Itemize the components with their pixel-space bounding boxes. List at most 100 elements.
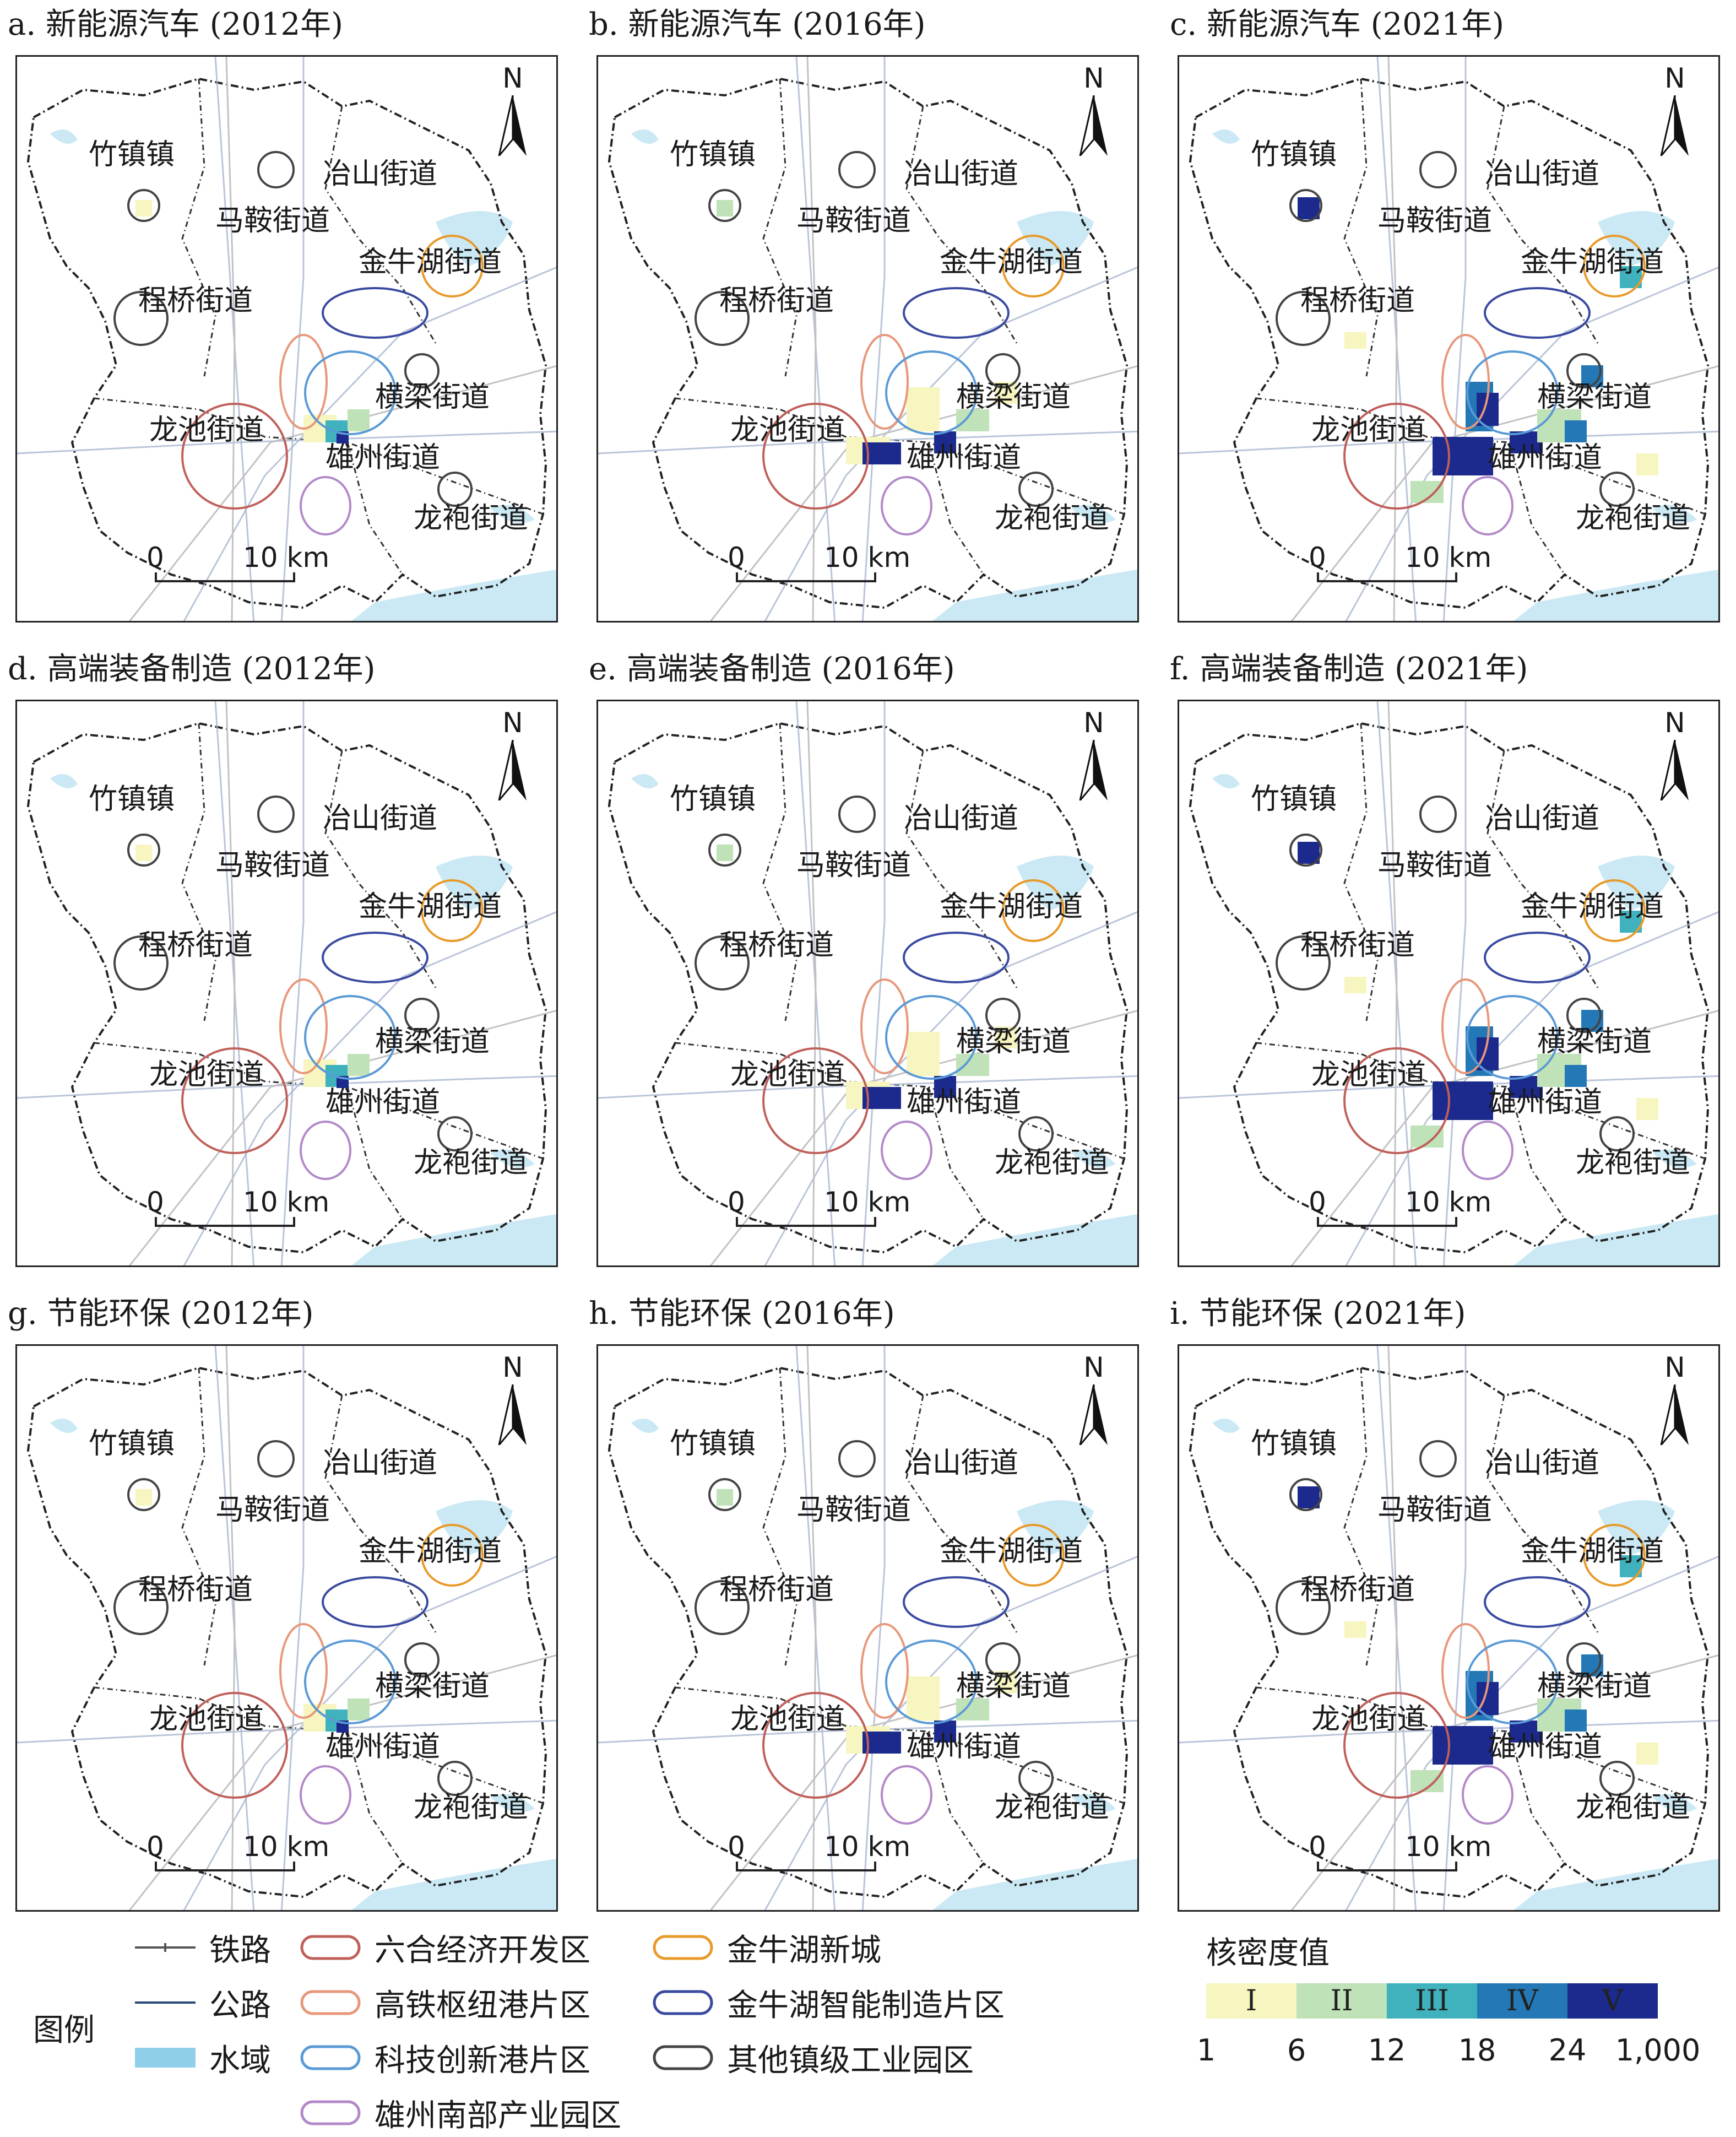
industrial-park-outline	[885, 995, 978, 1080]
industrial-park-outline	[903, 932, 1010, 983]
map-canvas	[17, 57, 556, 621]
place-label: 马鞍街道	[215, 849, 330, 882]
industrial-park-outline	[1419, 151, 1457, 188]
legend-item: 科技创新港片区	[297, 2038, 590, 2079]
industrial-park-outline	[762, 1047, 869, 1154]
place-label: 马鞍街道	[1377, 1494, 1493, 1527]
ellipse-symbol-icon	[650, 2041, 716, 2074]
place-label: 金牛湖街道	[1521, 1535, 1664, 1568]
ellipse-symbol-icon	[297, 1986, 364, 2019]
scale-zero-label: 0	[728, 542, 745, 574]
industrial-park-outline	[1002, 1524, 1065, 1587]
legend-title: 图例	[33, 2012, 95, 2048]
industrial-park-outline	[421, 235, 484, 297]
industrial-park-outline	[1343, 1692, 1450, 1799]
industrial-park-outline	[437, 1116, 473, 1151]
place-label: 竹镇镇	[670, 1427, 756, 1460]
water-body	[1598, 1500, 1675, 1555]
industrial-park-outline	[1018, 1116, 1054, 1151]
street-boundary	[762, 723, 798, 1021]
panel-title: e. 高端装备制造 (2016年)	[589, 651, 955, 687]
place-label: 冶山街道	[904, 1447, 1019, 1480]
map-canvas	[1179, 701, 1718, 1265]
road	[1442, 1346, 1467, 1910]
scale-bar: 0 10 km	[147, 1186, 329, 1236]
street-boundary	[762, 1367, 798, 1666]
district-boundary	[607, 77, 1129, 609]
industrial-park-outline	[421, 1524, 484, 1587]
density-tick-label: 24	[1548, 2033, 1587, 2068]
place-label: 冶山街道	[323, 802, 438, 835]
industrial-park-outline	[695, 1580, 750, 1635]
industrial-park-outline	[708, 1478, 741, 1511]
industrial-park-outline	[903, 1576, 1010, 1628]
industrial-park-outline	[881, 476, 932, 535]
north-arrow: N	[493, 1351, 532, 1445]
place-label: 龙袍街道	[1576, 502, 1691, 535]
place-label: 冶山街道	[1485, 158, 1600, 191]
water-body	[1653, 505, 1697, 523]
density-class-swatch: I	[1206, 1983, 1296, 2019]
industrial-park-outline	[437, 472, 473, 507]
industrial-park-outline	[1289, 834, 1322, 867]
place-label: 金牛湖街道	[1521, 890, 1664, 923]
legend: 图例 铁路 公路 水域 六合经济开发区 高铁枢纽港片区 科技创新港片区 雄州南部产业园区 金牛…	[0, 1917, 1157, 2134]
industrial-park-outline	[257, 1440, 295, 1478]
scale-distance-label: 10 km	[243, 1831, 330, 1863]
ellipse-symbol-icon	[297, 2041, 364, 2074]
place-label: 竹镇镇	[1251, 138, 1337, 171]
scale-zero-label: 0	[147, 1186, 164, 1218]
water-body	[351, 1214, 556, 1265]
place-label: 雄州街道	[907, 441, 1022, 474]
place-label: 横梁街道	[1537, 1670, 1652, 1703]
map-canvas	[1179, 57, 1718, 621]
place-label: 冶山街道	[1485, 802, 1600, 835]
road	[1179, 430, 1718, 455]
road	[795, 701, 836, 1265]
map-panel: f. 高端装备制造 (2021年) 竹镇镇 冶山街道 马鞍街道 金牛湖街道 程桥街道 横梁街…	[1168, 650, 1724, 1278]
place-label: 竹镇镇	[1251, 783, 1337, 816]
scale-zero-label: 0	[147, 542, 164, 574]
place-label: 竹镇镇	[670, 783, 756, 816]
density-cell	[1433, 437, 1493, 475]
scale-distance-label: 10 km	[243, 542, 330, 574]
density-cell	[907, 1676, 940, 1721]
place-label: 金牛湖街道	[359, 246, 502, 279]
north-arrow-label: N	[502, 707, 523, 739]
industrial-park-outline	[1276, 291, 1331, 346]
road	[1179, 1719, 1718, 1744]
street-boundary	[1509, 1086, 1566, 1220]
place-label: 竹镇镇	[89, 1427, 175, 1460]
density-class-swatch: IV	[1477, 1983, 1567, 2019]
industrial-park-outline	[1599, 1761, 1635, 1796]
district-boundary	[607, 722, 1129, 1254]
north-arrow-label: N	[1083, 62, 1104, 94]
road	[1442, 57, 1467, 621]
industrial-park-outline	[1566, 353, 1602, 388]
panel-title: d. 高端装备制造 (2012年)	[8, 651, 376, 687]
map-frame: 竹镇镇 冶山街道 马鞍街道 金牛湖街道 程桥街道 横梁街道 龙池街道 雄州街道 龙袍街道 N 0 10…	[596, 55, 1139, 623]
map-canvas	[598, 57, 1137, 621]
density-cell	[1636, 1743, 1658, 1765]
water-body	[351, 1858, 556, 1910]
industrial-park-outline	[1466, 350, 1559, 435]
north-arrow-icon	[1660, 1384, 1689, 1445]
density-cell	[348, 1054, 370, 1076]
street-boundary	[927, 1086, 985, 1220]
water-body	[50, 129, 78, 144]
map-frame: 竹镇镇 冶山街道 马鞍街道 金牛湖街道 程桥街道 横梁街道 龙池街道 雄州街道 龙袍街道 N 0 10…	[596, 700, 1139, 1267]
road	[183, 266, 556, 621]
legend-item: 六合经济开发区	[297, 1928, 590, 1968]
density-cell	[956, 1054, 989, 1076]
industrial-park-outline	[1276, 1580, 1331, 1635]
map-frame: 竹镇镇 冶山街道 马鞍街道 金牛湖街道 程桥街道 横梁街道 龙池街道 雄州街道 龙袍街道 N 0 10…	[15, 1344, 558, 1912]
place-label: 冶山街道	[904, 158, 1019, 191]
scale-bar: 0 10 km	[1309, 542, 1491, 591]
industrial-park-outline	[304, 1640, 397, 1724]
industrial-park-outline	[860, 334, 909, 430]
industrial-park-outline	[885, 1640, 978, 1724]
street-boundary	[927, 442, 985, 575]
water-body	[1212, 774, 1240, 788]
map-canvas	[17, 701, 556, 1265]
ellipse-symbol-icon	[650, 1931, 716, 1964]
